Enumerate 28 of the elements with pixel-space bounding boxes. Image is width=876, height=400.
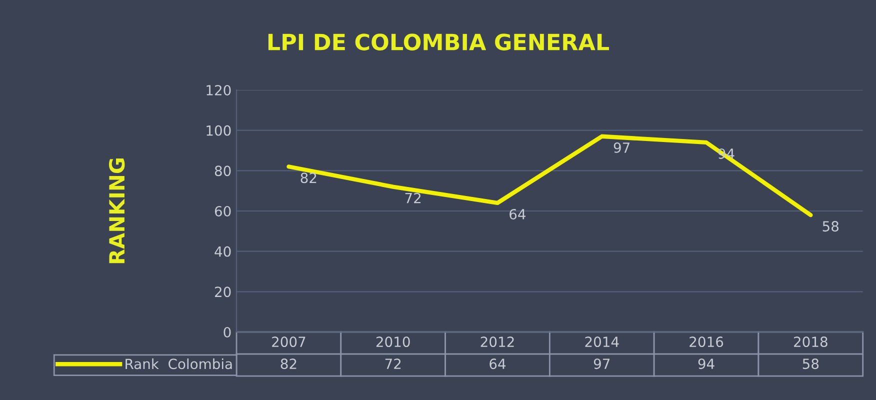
y-tick-label: 0 <box>224 326 231 338</box>
data-label: 97 <box>594 358 610 370</box>
annotation: 82 <box>300 172 316 184</box>
x-tick-label: 2007 <box>272 336 306 348</box>
y-tick-label: 120 <box>206 84 231 96</box>
annotation: 72 <box>405 192 420 204</box>
data-label: 82 <box>280 358 296 370</box>
chart-title: LPI DE COLOMBIA GENERAL <box>268 34 609 50</box>
data-label: 58 <box>802 358 819 370</box>
y-tick-label: 20 <box>215 286 231 298</box>
x-tick-label: 2010 <box>376 336 410 348</box>
y-tick-label: 40 <box>214 246 231 257</box>
data-label: 94 <box>698 358 714 370</box>
legend-label: Rank Colombia <box>126 358 232 370</box>
y-tick-label: 100 <box>206 125 231 136</box>
annotation: 97 <box>614 142 630 153</box>
annotation: 64 <box>510 208 526 220</box>
line-series <box>286 134 813 218</box>
x-tick-label: 2012 <box>480 336 514 348</box>
data-label: 72 <box>385 358 401 369</box>
annotation: 58 <box>822 221 838 232</box>
x-tick-label: 2016 <box>690 336 724 348</box>
x-tick-label: 2014 <box>585 336 619 348</box>
y-tick-label: 80 <box>214 166 231 176</box>
y-tick-label: 60 <box>214 206 231 216</box>
y-axis-title: RANKING <box>108 158 125 264</box>
data-label: 64 <box>490 358 506 370</box>
x-tick-label: 2018 <box>794 336 828 348</box>
